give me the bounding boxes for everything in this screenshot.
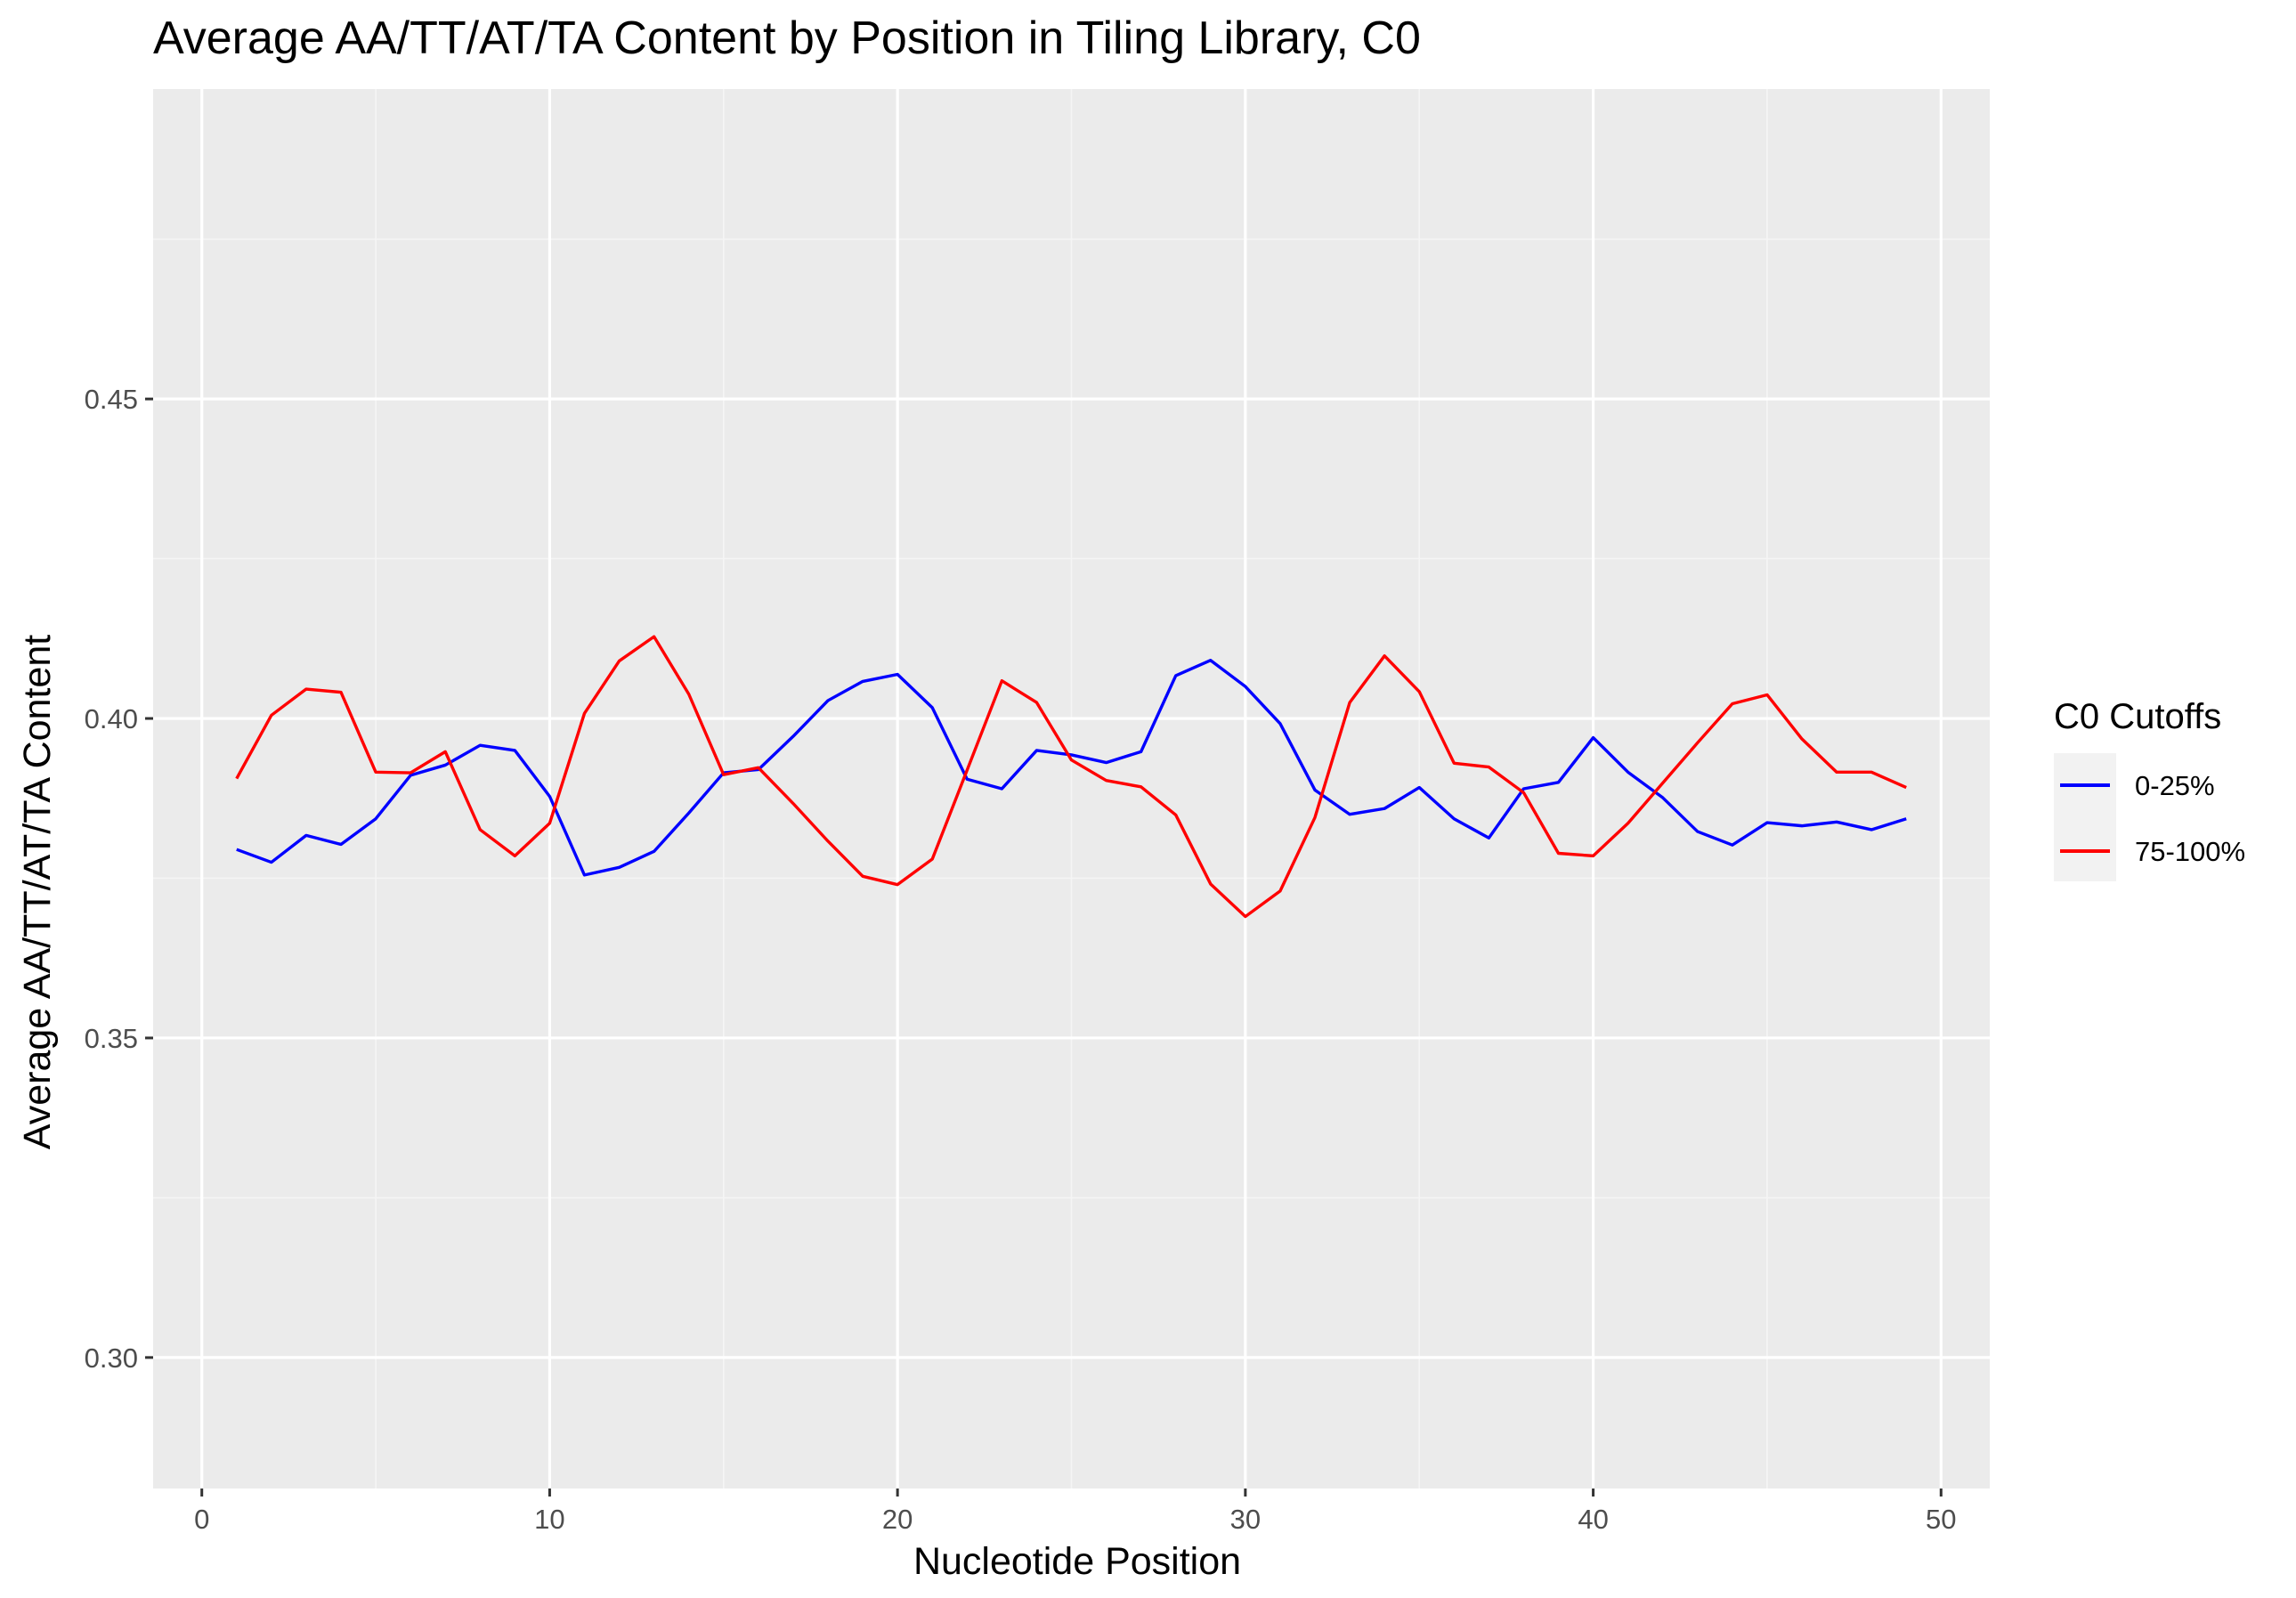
axis-ticks [145,397,1943,1497]
y-tick-label: 0.30 [85,1342,138,1374]
y-tick-label: 0.40 [85,703,138,734]
legend-key-background [2054,753,2116,881]
x-tick-label: 20 [882,1504,913,1535]
y-axis-tick-labels: 0.30 0.35 0.40 0.45 [85,384,138,1374]
legend-label-0-25: 0-25% [2135,770,2215,801]
x-tick-label: 30 [1230,1504,1261,1535]
minor-gridlines [153,89,1990,1488]
series-line-75-100 [235,635,1907,919]
series-line-0-25 [236,659,1907,877]
y-tick-label: 0.35 [85,1023,138,1054]
chart-title: Average AA/TT/AT/TA Content by Position … [153,12,1421,64]
legend: C0 Cutoffs 0-25% 75-100% [2054,697,2245,881]
x-tick-label: 40 [1578,1504,1608,1535]
y-tick-label: 0.45 [85,384,138,415]
major-gridlines [153,89,1990,1488]
x-axis-tick-labels: 0 10 20 30 40 50 [194,1504,1956,1535]
series-lines [235,635,1907,919]
y-axis-title: Average AA/TT/AT/TA Content [16,635,59,1149]
x-tick-label: 50 [1926,1504,1956,1535]
legend-title: C0 Cutoffs [2054,697,2221,736]
x-axis-title: Nucleotide Position [913,1540,1241,1583]
x-tick-label: 0 [194,1504,209,1535]
legend-label-75-100: 75-100% [2135,836,2245,867]
x-tick-label: 10 [534,1504,564,1535]
